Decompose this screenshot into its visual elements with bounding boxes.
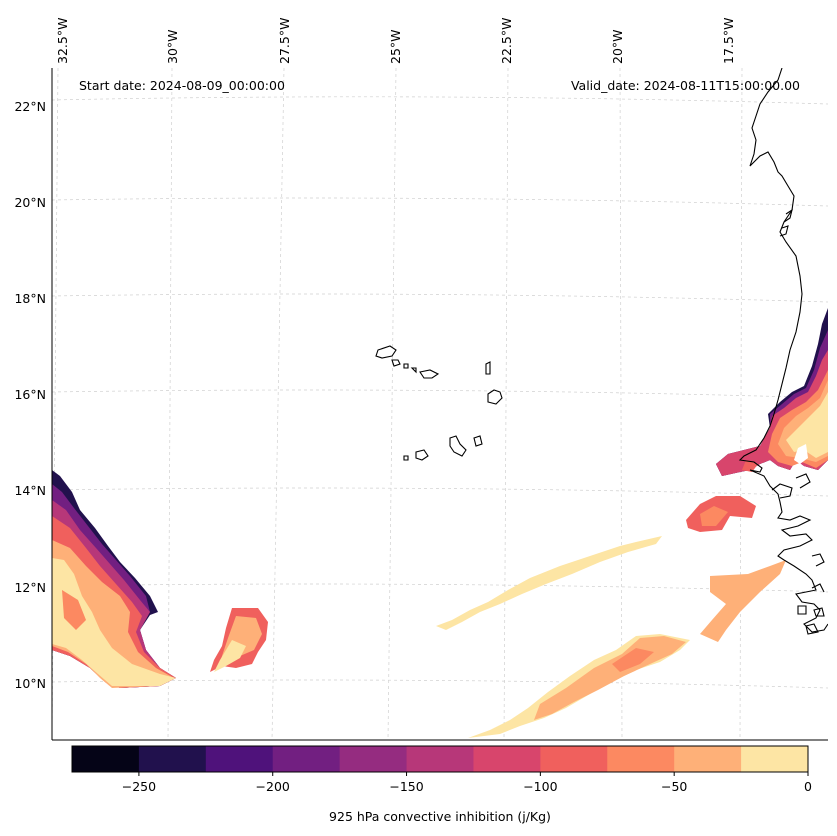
valid-date-label: Valid_date: 2024-08-11T15:00:00.00: [571, 78, 800, 93]
lat-label-22n: 22°N: [14, 99, 46, 114]
cape-verde-islands: [375, 345, 503, 461]
colorbar-tick-label: −250: [122, 779, 156, 794]
contour-coast-south: [700, 560, 786, 642]
colorbar-swatch: [607, 746, 675, 772]
lon-label-22-5w: 22.5°W: [499, 18, 514, 64]
lon-tick-labels: 32.5°W 30°W 27.5°W 25°W 22.5°W 20°W 17.5…: [55, 18, 736, 64]
colorbar: −250 −200 −150 −100 −50 0 925 hPa convective …: [71, 745, 812, 824]
africa-coastline: [738, 68, 828, 635]
lat-label-20n: 20°N: [14, 195, 46, 210]
lat-label-14n: 14°N: [14, 483, 46, 498]
cin-contours: [52, 308, 828, 738]
colorbar-tick-label: −100: [523, 779, 557, 794]
contour-band-upper: [436, 536, 662, 630]
colorbar-swatch: [72, 746, 140, 772]
colorbar-frame: [71, 745, 809, 773]
lon-label-27-5w: 27.5°W: [277, 18, 292, 64]
colorbar-swatch: [540, 746, 608, 772]
lat-tick-labels: 22°N 20°N 18°N 16°N 14°N 12°N 10°N: [14, 99, 46, 691]
colorbar-swatch: [406, 746, 474, 772]
start-date-label: Start date: 2024-08-09_00:00:00: [79, 78, 285, 93]
colorbar-tick-label: 0: [804, 779, 812, 794]
lon-label-17-5w: 17.5°W: [721, 18, 736, 64]
lon-label-25w: 25°W: [388, 29, 403, 64]
colorbar-swatch: [272, 746, 341, 772]
colorbar-tick-label: −200: [256, 779, 290, 794]
lat-label-10n: 10°N: [14, 676, 46, 691]
colorbar-swatch: [473, 746, 541, 772]
lon-label-32-5w: 32.5°W: [55, 18, 70, 64]
colorbar-swatch: [674, 746, 742, 772]
lat-label-18n: 18°N: [14, 291, 46, 306]
lon-label-20w: 20°W: [610, 29, 625, 64]
colorbar-swatch: [205, 746, 274, 772]
colorbar-title: 925 hPa convective inhibition (j/Kg): [329, 809, 551, 824]
lat-label-16n: 16°N: [14, 387, 46, 402]
colorbar-tick-label: −150: [389, 779, 423, 794]
colorbar-swatch: [339, 746, 408, 772]
map-panel: [52, 68, 828, 740]
contour-west-yellow: [52, 558, 176, 686]
colorbar-swatch: [741, 746, 809, 772]
colorbar-tick-label: −50: [661, 779, 687, 794]
lat-label-12n: 12°N: [14, 580, 46, 595]
colorbar-swatch: [138, 746, 207, 772]
lon-label-30w: 30°W: [165, 29, 180, 64]
